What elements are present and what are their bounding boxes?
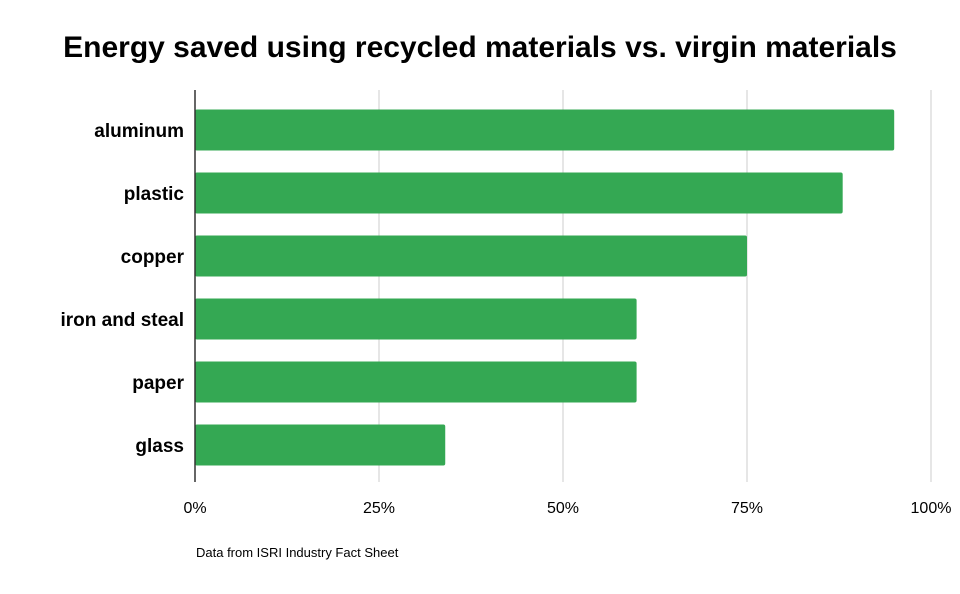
x-tick-label: 50% bbox=[547, 500, 579, 517]
x-tick-labels: 0% 25% 50% 75% 100% bbox=[183, 500, 951, 517]
bar bbox=[195, 424, 446, 466]
gridlines bbox=[378, 90, 932, 482]
category-label: aluminum bbox=[94, 121, 184, 142]
bar bbox=[195, 235, 747, 277]
category-label: plastic bbox=[124, 184, 185, 205]
bars bbox=[195, 109, 895, 466]
category-label: paper bbox=[132, 373, 184, 394]
x-tick-label: 100% bbox=[911, 500, 952, 517]
category-labels: aluminum plastic copper iron and steal paper… bbox=[60, 121, 184, 457]
x-tick-label: 0% bbox=[183, 500, 206, 517]
x-tick-label: 25% bbox=[363, 500, 395, 517]
source-note: Data from ISRI Industry Fact Sheet bbox=[196, 545, 399, 560]
category-label: iron and steal bbox=[60, 310, 184, 331]
bar bbox=[195, 109, 895, 151]
category-label: glass bbox=[135, 436, 184, 457]
bar bbox=[195, 298, 637, 340]
bar bbox=[195, 172, 843, 214]
bar bbox=[195, 361, 637, 403]
chart-title: Energy saved using recycled materials vs… bbox=[63, 31, 897, 64]
category-label: copper bbox=[121, 247, 185, 268]
x-tick-label: 75% bbox=[731, 500, 763, 517]
